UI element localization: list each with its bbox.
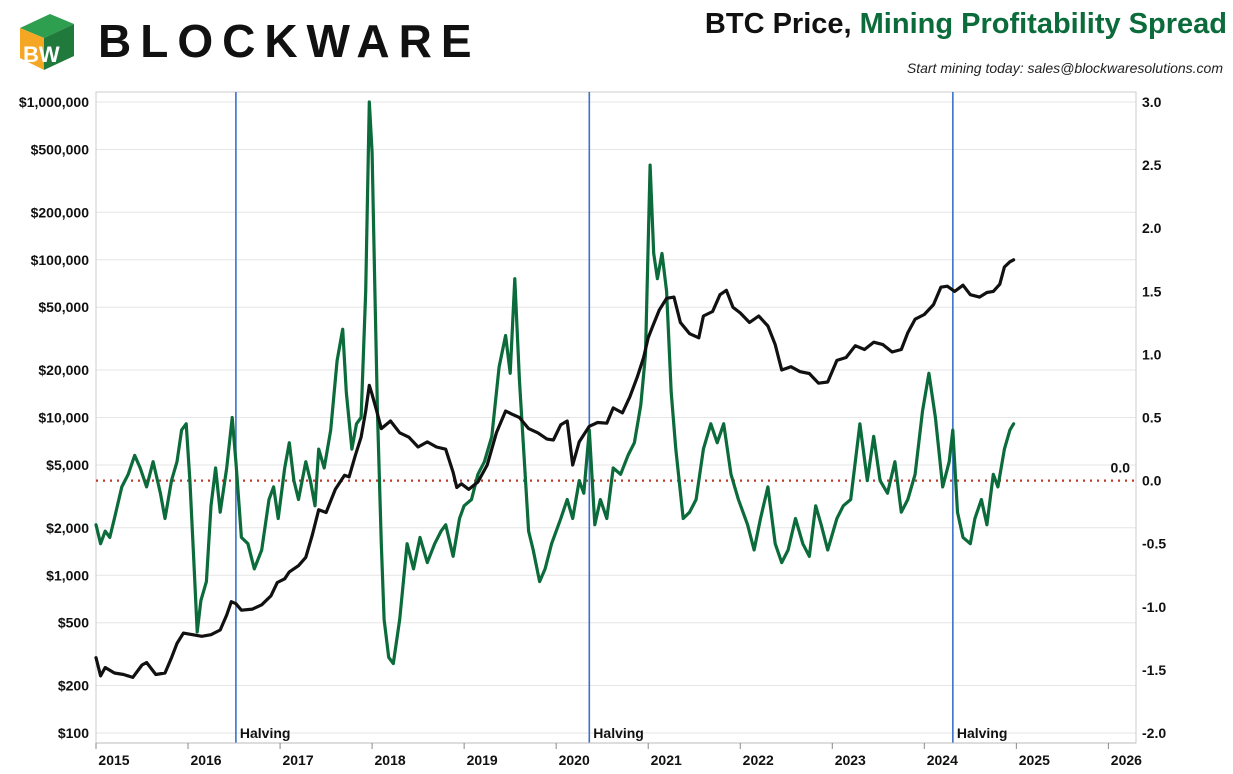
left-axis-tick-label: $1,000 bbox=[46, 567, 89, 583]
right-axis-tick-label: -2.0 bbox=[1142, 725, 1166, 741]
left-axis-tick-label: $100 bbox=[58, 725, 89, 741]
x-axis-tick-label: 2026 bbox=[1111, 752, 1142, 768]
logo-letters: BW bbox=[23, 42, 60, 67]
x-axis-tick-label: 2020 bbox=[559, 752, 590, 768]
halving-markers: Halving Halving Halving bbox=[235, 92, 1008, 743]
left-axis-tick-label: $500,000 bbox=[31, 141, 90, 157]
left-axis-tick-label: $1,000,000 bbox=[19, 94, 89, 110]
right-axis-tick-label: 2.0 bbox=[1142, 220, 1162, 236]
right-axis-tick-label: 3.0 bbox=[1142, 94, 1162, 110]
x-axis-tick-label: 2019 bbox=[467, 752, 498, 768]
x-axis-tick-label: 2016 bbox=[190, 752, 221, 768]
x-axis-tick-label: 2018 bbox=[375, 752, 406, 768]
right-axis-tick-label: -1.0 bbox=[1142, 599, 1166, 615]
x-axis-tick-label: 2023 bbox=[835, 752, 866, 768]
right-axis-tick-label: 2.5 bbox=[1142, 157, 1162, 173]
brand-name: BLOCKWARE bbox=[98, 15, 481, 67]
right-axis-tick-label: 1.0 bbox=[1142, 346, 1162, 362]
left-axis-tick-label: $2,000 bbox=[46, 520, 89, 536]
right-axis-tick-label: 0.5 bbox=[1142, 410, 1162, 426]
halving-label: Halving bbox=[593, 725, 644, 741]
left-axis-tick-label: $50,000 bbox=[38, 299, 89, 315]
chart-title: BTC Price, Mining Profitability Spread bbox=[705, 8, 1227, 41]
right-axis-tick-label: 0.0 bbox=[1142, 473, 1162, 489]
left-y-axis: $100 $200 $500 $1,000 $2,000 $5,000 $10,000 $20… bbox=[19, 94, 89, 741]
halving-label: Halving bbox=[240, 725, 291, 741]
x-axis-tick-label: 2024 bbox=[927, 752, 958, 768]
left-axis-tick-label: $5,000 bbox=[46, 457, 89, 473]
left-axis-tick-label: $200 bbox=[58, 678, 89, 694]
chart-title-price: BTC Price, bbox=[704, 8, 852, 40]
chart-subtitle: Start mining today: sales@blockwaresolut… bbox=[906, 60, 1223, 76]
right-axis-tick-label: -1.5 bbox=[1142, 662, 1166, 678]
mining-spread-line bbox=[94, 100, 1016, 666]
zero-line-label: 0.0 bbox=[1111, 460, 1131, 476]
left-axis-tick-label: $200,000 bbox=[31, 204, 90, 220]
left-axis-tick-label: $500 bbox=[58, 615, 89, 631]
x-axis-tick-label: 2022 bbox=[743, 752, 774, 768]
left-axis-tick-label: $20,000 bbox=[38, 362, 89, 378]
chart-title-spread: Mining Profitability Spread bbox=[859, 8, 1227, 40]
x-axis-tick-label: 2017 bbox=[282, 752, 313, 768]
right-y-axis: -2.0 -1.5 -1.0 -0.5 0.0 0.5 1.0 1.5 2.0 2.5 3.0 bbox=[1142, 94, 1166, 741]
chart-header: BW BLOCKWARE BTC Price, Mining Profitabi… bbox=[0, 0, 1233, 92]
right-axis-tick-label: -0.5 bbox=[1142, 536, 1166, 552]
left-axis-tick-label: $10,000 bbox=[38, 410, 89, 426]
right-axis-tick-label: 1.5 bbox=[1142, 283, 1162, 299]
x-axis-tick-label: 2021 bbox=[651, 752, 682, 768]
left-axis-tick-label: $100,000 bbox=[31, 252, 90, 268]
x-axis-tick-label: 2015 bbox=[98, 752, 129, 768]
halving-label: Halving bbox=[957, 725, 1008, 741]
series-lines bbox=[94, 100, 1016, 679]
btc-price-line bbox=[94, 258, 1016, 679]
gridlines bbox=[96, 101, 1136, 734]
blockware-logo-icon: BW bbox=[12, 8, 78, 79]
x-axis: 2015 2016 2017 2018 2019 2020 2021 2022 2023 2024… bbox=[95, 742, 1142, 768]
x-axis-tick-label: 2025 bbox=[1019, 752, 1050, 768]
zero-reference: 0.0 bbox=[96, 460, 1136, 482]
